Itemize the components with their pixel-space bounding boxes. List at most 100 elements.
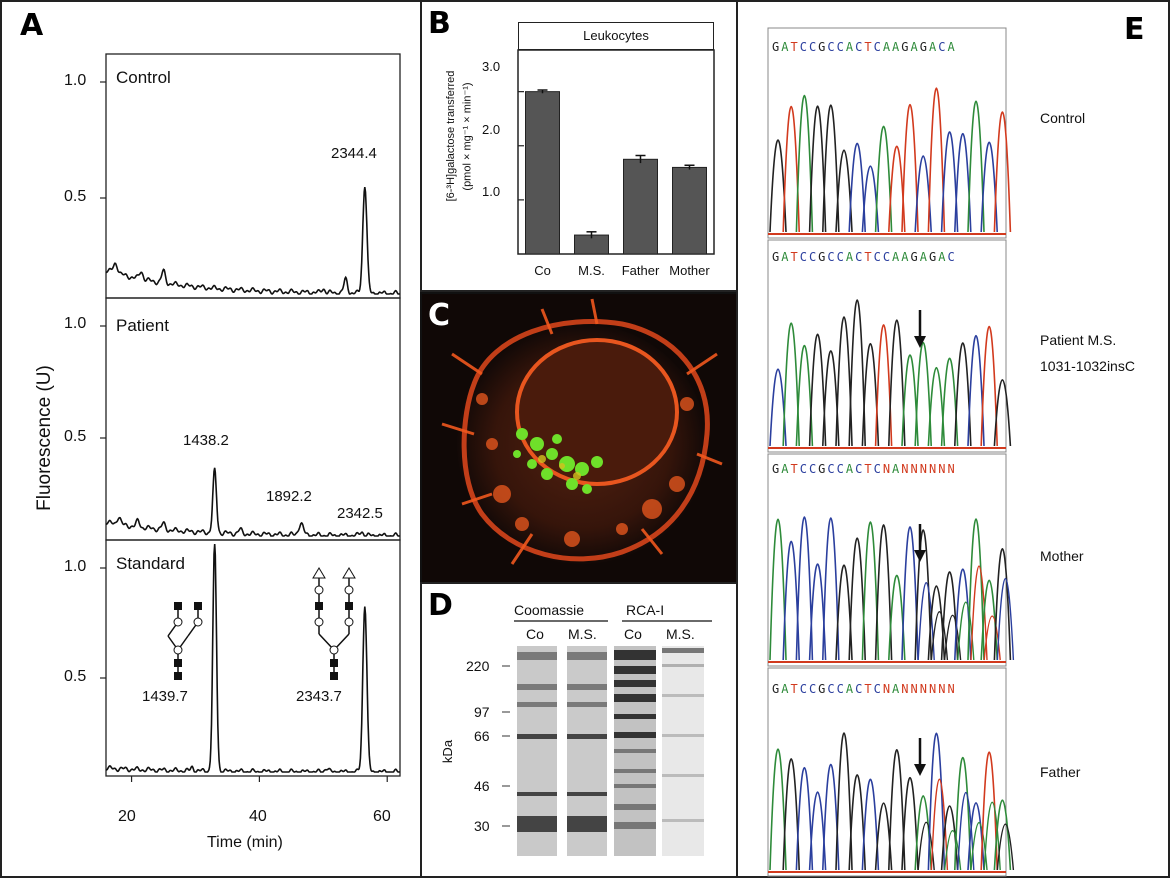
e-label-control: Control [1040, 110, 1086, 126]
e-peak-mixed-3-17 [996, 823, 1015, 871]
d-stain-rca: RCA-I [626, 602, 665, 618]
e-peak-3-17 [993, 799, 1012, 871]
b-ytick-1: 1.0 [482, 184, 501, 199]
a-track-control-tick-1: 1.0 [64, 72, 87, 89]
e-peak-1-1 [782, 322, 800, 447]
b-plot-frame [517, 49, 715, 255]
b-ytick-3: 3.0 [482, 59, 501, 74]
e-peak-2-15 [967, 518, 985, 661]
e-peak-mixed-3-12 [930, 778, 949, 871]
panel-c-letter: C [428, 298, 451, 333]
panel-b: B Leukocytes [6-³H]galactose transferred… [420, 0, 738, 292]
e-peak-3-2 [795, 767, 814, 871]
b-ytick-2: 2.0 [482, 122, 501, 137]
e-peak-1-17 [993, 379, 1012, 447]
e-peak-2-6 [848, 537, 866, 661]
d-lane-co-1: Co [526, 626, 544, 642]
d-marker-220: 220 [466, 658, 490, 674]
b-category-label-3: Mother [669, 263, 710, 278]
e-peak-mixed-3-16 [983, 801, 1001, 871]
a-patient-peak-label-1: 1438.2 [183, 432, 229, 449]
a-xtick-20: 20 [118, 808, 136, 825]
e-seq-father: GATCCGCCACTCNANNNNNN [772, 682, 957, 696]
e-peak-3-10 [901, 776, 919, 871]
a-trace-standard [105, 543, 400, 773]
b-category-label-0: Co [534, 263, 551, 278]
a-track-standard-name: Standard [116, 554, 185, 573]
e-peak-2-7 [861, 521, 880, 661]
a-track-standard-tick-1: 1.0 [64, 558, 87, 575]
e-peak-1-3 [808, 333, 827, 447]
d-marker-30: 30 [474, 818, 490, 834]
e-peak-1-12 [927, 367, 946, 447]
a-patient-peak-label-2: 1892.2 [266, 488, 312, 505]
e-peak-3-7 [861, 778, 880, 871]
a-trace-patient [105, 467, 400, 537]
e-peak-0-2 [795, 94, 814, 233]
e-peak-0-15 [967, 100, 985, 233]
panel-e-letter: E [1124, 12, 1145, 47]
e-peak-2-8 [874, 524, 893, 661]
e-peak-mixed-2-17 [996, 578, 1015, 661]
e-seq-control: GATCCGCCACTCAAGAGACA [772, 40, 957, 54]
a-track-frame-2 [105, 539, 401, 777]
d-stain-underlines [514, 620, 712, 622]
a-control-peak-label: 2344.4 [331, 145, 377, 162]
e-peak-1-10 [901, 354, 919, 447]
panel-c: C [420, 292, 740, 584]
e-seq-patient: GATCCGCCACTCCAAGAGAC [772, 250, 957, 264]
d-marker-46: 46 [474, 778, 490, 794]
e-arrow-icon-2 [914, 550, 926, 562]
gel-image [502, 646, 704, 856]
a-track-patient-tick-05: 0.5 [64, 428, 87, 445]
a-track-patient-name: Patient [116, 316, 169, 335]
a-xtick-60: 60 [373, 808, 391, 825]
b-category-label-1: M.S. [578, 263, 605, 278]
sequencing-traces [767, 27, 1015, 877]
e-peak-0-10 [901, 104, 919, 233]
a-standard-peak-label-1: 1439.7 [142, 688, 188, 705]
a-standard-peak-label-2: 2343.7 [296, 688, 342, 705]
e-peak-0-17 [993, 111, 1012, 233]
e-peak-3-14 [954, 756, 972, 871]
d-marker-66: 66 [474, 728, 490, 744]
e-label-mother: Mother [1040, 548, 1084, 564]
e-peak-1-14 [954, 342, 972, 447]
e-peak-1-15 [967, 334, 985, 447]
d-lane-ms-2: M.S. [666, 626, 695, 642]
e-peak-mixed-2-15 [970, 565, 988, 661]
e-trace-frame-0 [767, 27, 1007, 239]
e-peak-1-5 [835, 316, 853, 447]
e-peak-2-0 [769, 518, 787, 661]
b-title: Leukocytes [583, 28, 649, 43]
glycan-biantennary-icon [167, 602, 203, 680]
panel-d: D Coomassie RCA-I Co M.S. Co M.S. kDa 22… [420, 582, 738, 878]
e-peak-1-11 [914, 342, 932, 447]
d-stain-coomassie: Coomassie [514, 602, 585, 618]
e-peak-3-6 [848, 774, 866, 871]
a-xtick-40: 40 [249, 808, 267, 825]
e-peak-0-8 [874, 125, 893, 233]
e-peak-1-7 [861, 343, 880, 447]
e-peak-2-17 [993, 547, 1012, 661]
d-lane-ms-1: M.S. [568, 626, 597, 642]
a-trace-control [105, 186, 400, 295]
e-peak-0-6 [848, 142, 866, 233]
chromatogram-plot [100, 53, 401, 782]
e-peak-2-4 [822, 517, 840, 661]
e-arrow-icon-3 [914, 764, 926, 776]
a-track-standard-tick-05: 0.5 [64, 668, 87, 685]
e-peak-mixed-3-14 [957, 792, 975, 871]
e-peak-0-3 [808, 105, 827, 233]
a-track-control-name: Control [116, 68, 171, 87]
e-peak-1-9 [888, 319, 906, 447]
a-patient-peak-label-3: 2342.5 [337, 505, 383, 522]
e-peak-0-12 [927, 87, 946, 233]
a-track-patient-tick-1: 1.0 [64, 315, 87, 332]
panel-b-letter: B [428, 6, 451, 41]
e-peak-0-13 [940, 131, 959, 233]
e-peak-3-1 [782, 758, 800, 871]
e-label-mutation: 1031-1032insC [1040, 358, 1135, 374]
e-peak-3-5 [835, 732, 853, 871]
e-peak-1-8 [874, 324, 893, 447]
